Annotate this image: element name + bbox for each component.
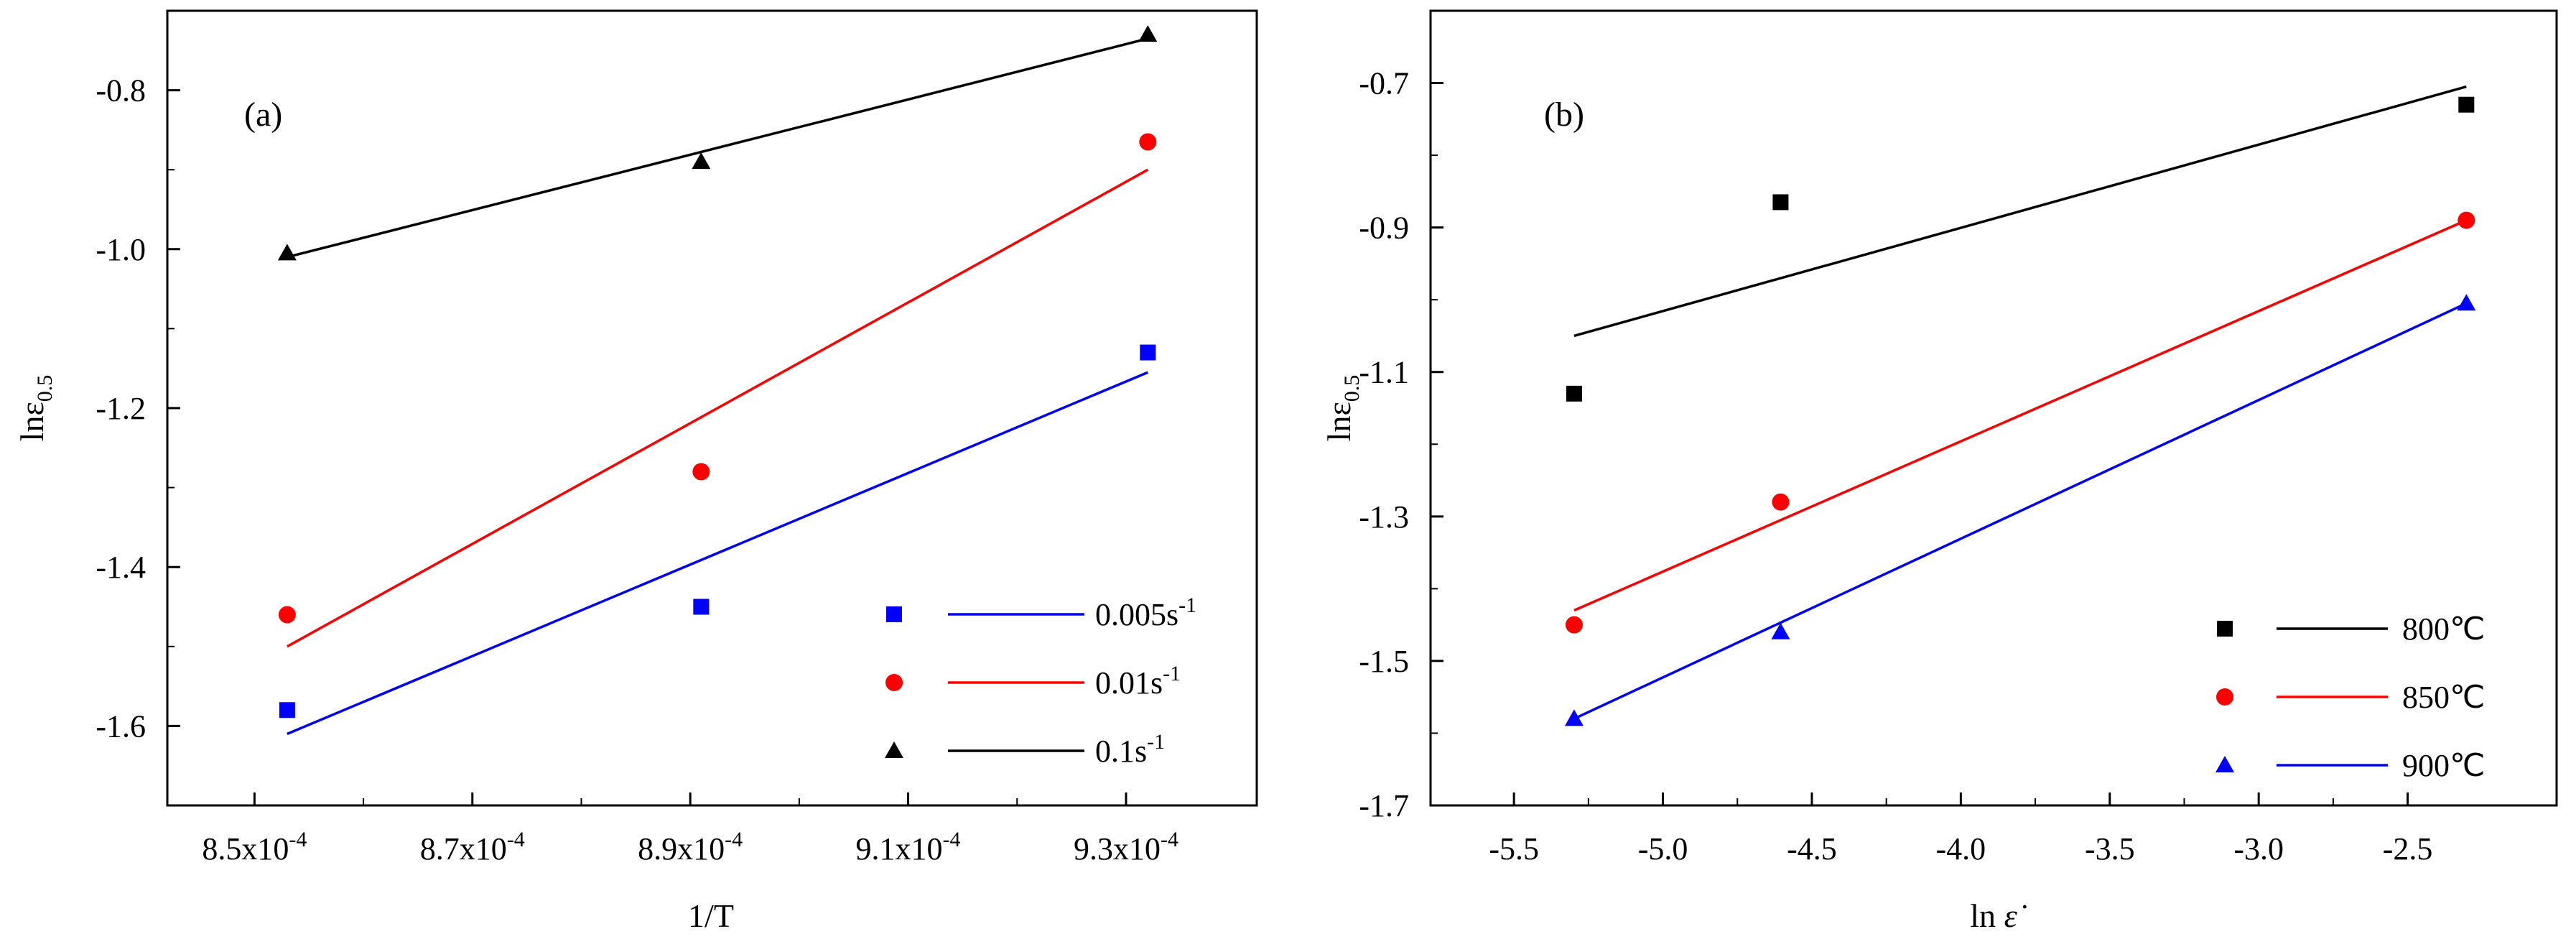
x-axis-title-a: 1/T: [688, 897, 734, 934]
panel-label-b: (b): [1544, 96, 1584, 134]
y-tick-label-a: -1.4: [96, 550, 146, 585]
data-point-a-0-1s: [1138, 25, 1158, 42]
x-tick-label-a: 9.1x10-4: [856, 828, 961, 866]
data-point-b-900: [2457, 294, 2476, 311]
y-tick-label-b: -1.7: [1359, 788, 1409, 823]
panel-label-a: (a): [244, 96, 282, 134]
fit-line-b-900: [1573, 302, 2468, 720]
legend-label-b-900: 900℃: [2402, 748, 2485, 783]
y-tick-label-b: -0.9: [1359, 211, 1409, 246]
legend-label-b-850: 850℃: [2402, 680, 2485, 715]
data-point-b-900: [1564, 709, 1584, 726]
panel-a: 8.5x10-4 8.7x10-4 8.9x10-4 9.1x10-4 9.3x10-4…: [14, 9, 1258, 934]
y-tick-label-a: -0.8: [96, 73, 146, 108]
legend-marker-a-0-005s: [886, 606, 902, 622]
data-point-a-0-005s: [693, 599, 710, 615]
data-point-b-850: [1772, 493, 1790, 511]
y-tick-label-b: -0.7: [1359, 66, 1409, 101]
y-tick-label-a: -1.6: [96, 708, 146, 744]
legend-marker-b-900: [2215, 756, 2234, 772]
x-tick-label-a: 9.3x10-4: [1074, 828, 1178, 866]
data-point-a-0-01s: [1139, 133, 1157, 151]
data-point-a-0-01s: [692, 463, 710, 481]
x-tick-label-b: -5.5: [1489, 831, 1539, 866]
y-tick-label-a: -1.0: [96, 232, 146, 267]
x-tick-label-b: -2.5: [2383, 831, 2433, 866]
legend-marker-b-850: [2216, 688, 2233, 706]
x-tick-label-b: -3.0: [2233, 831, 2284, 866]
legend-label-b-800: 800℃: [2402, 611, 2485, 647]
legend-marker-a-0-1s: [885, 741, 903, 758]
y-axis-title-a: lnε0.5: [14, 375, 57, 442]
legend-marker-b-800: [2217, 621, 2233, 637]
fit-line-b-850: [1573, 218, 2468, 612]
legend-marker-a-0-01s: [885, 674, 903, 691]
data-point-a-0-1s: [277, 244, 297, 261]
legend-label-a-0-1s: 0.1s-1: [1095, 730, 1165, 769]
plot-frame-b: [1429, 9, 2558, 807]
legend-label-a-0-01s: 0.01s-1: [1095, 662, 1181, 701]
x-tick-label-b: -5.0: [1638, 831, 1688, 866]
fit-line-a-0-1s: [287, 37, 1148, 259]
y-tick-label-b: -1.1: [1359, 355, 1409, 390]
data-point-b-800: [1566, 385, 1582, 402]
data-point-b-800: [2458, 96, 2475, 113]
y-tick-label-b: -1.3: [1359, 499, 1409, 535]
data-point-b-900: [1771, 622, 1790, 639]
fit-line-a-0-01s: [287, 168, 1149, 648]
fit-line-b-800: [1573, 85, 2467, 338]
x-tick-label-b: -4.5: [1787, 831, 1837, 866]
legend-label-a-0-005s: 0.005s-1: [1095, 593, 1196, 632]
y-tick-label-a: -1.2: [96, 391, 146, 426]
data-point-b-850: [1565, 616, 1583, 634]
x-tick-label-b: -3.5: [2085, 831, 2135, 866]
data-point-b-800: [1772, 194, 1789, 211]
x-tick-label-b: -4.0: [1936, 831, 1986, 866]
fit-line-a-0-005s: [287, 371, 1148, 736]
data-point-a-0-1s: [692, 152, 711, 170]
x-tick-label-a: 8.9x10-4: [638, 828, 743, 866]
data-point-a-0-005s: [1140, 344, 1156, 361]
plot-frame-a: [166, 9, 1258, 807]
data-point-a-0-005s: [279, 702, 295, 718]
x-tick-label-a: 8.7x10-4: [420, 828, 525, 866]
panel-b: -5.5 -5.0 -4.5 -4.0 -3.5 -3.0 -2.5 -1.7 -1.5 -1.3…: [1321, 9, 2558, 934]
data-point-a-0-01s: [278, 606, 296, 624]
data-point-b-850: [2458, 211, 2475, 229]
y-tick-label-b: -1.5: [1359, 644, 1409, 679]
x-axis-title-b: ln ε̇: [1970, 897, 2027, 934]
x-tick-label-a: 8.5x10-4: [202, 828, 307, 866]
y-axis-title-b: lnε0.5: [1321, 375, 1364, 442]
